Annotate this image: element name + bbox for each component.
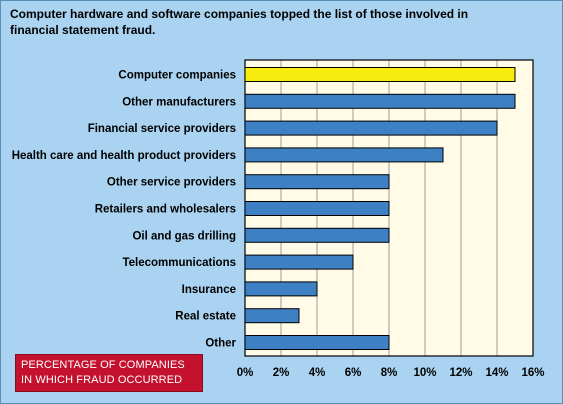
x-tick-label: 8% [381, 367, 398, 379]
bar [244, 201, 390, 216]
x-tick-label: 0% [237, 367, 254, 379]
bar [244, 254, 354, 270]
x-tick-label: 16% [521, 367, 544, 379]
category-label: Oil and gas drilling [132, 230, 236, 242]
x-tick-label: 14% [485, 367, 508, 379]
category-label: Insurance [182, 284, 236, 296]
category-label: Financial service providers [88, 123, 236, 135]
category-label: Health care and health product providers [12, 150, 236, 162]
chart-title: Computer hardware and software companies… [10, 7, 469, 37]
x-tick-label: 2% [273, 367, 290, 379]
category-label: Retailers and wholesalers [95, 204, 236, 216]
category-label: Real estate [175, 311, 236, 323]
x-tick-label: 12% [449, 367, 472, 379]
category-label: Other service providers [107, 177, 236, 189]
caption-text: PERCENTAGE OF COMPANIES IN WHICH FRAUD O… [21, 359, 185, 386]
bar [244, 147, 444, 163]
category-label: Telecommunications [122, 257, 236, 269]
x-tick-label: 6% [345, 367, 362, 379]
bar [244, 174, 390, 190]
bar [244, 93, 516, 109]
category-label: Other [205, 338, 236, 350]
bar [244, 67, 516, 82]
caption-box: PERCENTAGE OF COMPANIES IN WHICH FRAUD O… [15, 354, 203, 392]
bar [244, 281, 318, 297]
bar [244, 335, 390, 350]
category-label: Other manufacturers [122, 96, 236, 108]
bar [244, 308, 300, 324]
bar [244, 120, 498, 136]
x-tick-label: 10% [413, 367, 436, 379]
category-label: Computer companies [118, 70, 236, 82]
bar [244, 227, 390, 243]
x-tick-label: 4% [309, 367, 326, 379]
